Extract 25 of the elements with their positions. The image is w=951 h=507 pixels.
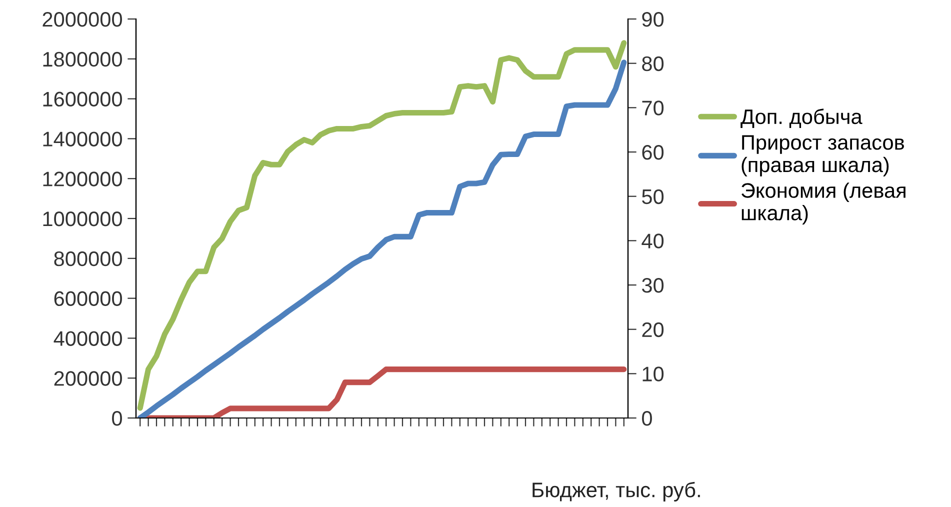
y-tick-label: 200000 — [54, 371, 122, 386]
legend-label: Экономия (левая шкала) — [742, 182, 906, 224]
y-tick-label: 1000000 — [43, 212, 122, 226]
y2-tick-label: 40 — [642, 234, 664, 248]
y2-tick-label: 0 — [642, 411, 652, 426]
y2-tick-label: 90 — [642, 12, 664, 27]
y-tick-label: 1800000 — [43, 52, 122, 67]
y2-tick-label: 30 — [642, 278, 664, 293]
y-tick-label: 0 — [112, 411, 122, 426]
y2-tick-label: 10 — [642, 366, 664, 382]
y2-tick-label: 20 — [642, 322, 664, 338]
y-tick-label: 1400000 — [43, 132, 122, 146]
y-tick-label: 600000 — [54, 291, 122, 306]
x-axis-title: Бюджет, тыс. руб. — [532, 482, 700, 502]
legend-label: Прирост запасов (правая шкала) — [742, 135, 904, 176]
y2-tick-label: 60 — [642, 145, 664, 160]
y-tick-label: 800000 — [54, 251, 122, 266]
y-tick-label: 1600000 — [43, 92, 122, 107]
y-tick-label: 2000000 — [42, 12, 122, 27]
y2-tick-label: 70 — [642, 100, 664, 116]
y-tick-label: 400000 — [54, 331, 122, 346]
y2-tick-label: 50 — [642, 189, 664, 204]
legend-label: Доп. добыча — [740, 108, 862, 128]
y2-tick-label: 80 — [642, 56, 664, 72]
y-tick-label: 1200000 — [43, 172, 122, 186]
